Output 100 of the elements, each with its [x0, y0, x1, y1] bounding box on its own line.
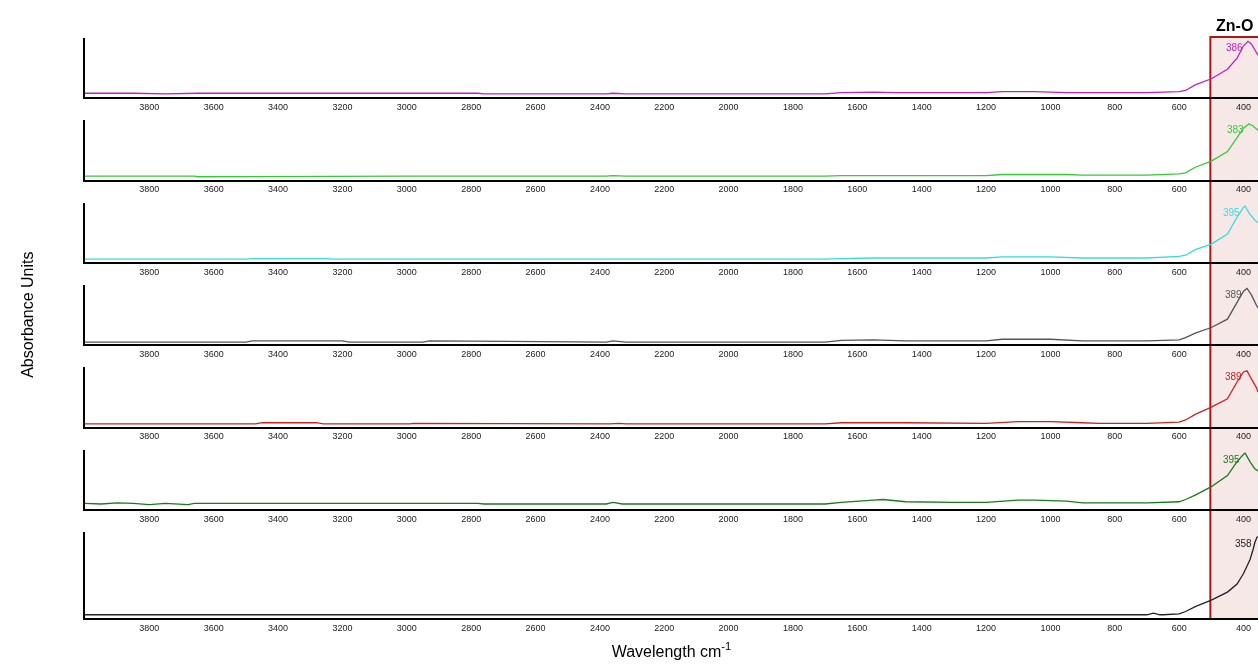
x-tick-label: 2200 — [654, 101, 675, 112]
annotation: 395 — [1223, 454, 1241, 465]
x-tick-label: 2600 — [525, 349, 546, 360]
x-tick-label: 800 — [1107, 349, 1123, 360]
x-tick-label: 2200 — [654, 622, 675, 633]
x-tick-label: 3200 — [332, 184, 353, 195]
x-tick-label: 2800 — [461, 266, 482, 277]
x-tick-label: 600 — [1171, 101, 1187, 112]
x-tick-label: 3400 — [268, 622, 289, 633]
x-tick-label: 3400 — [268, 513, 289, 524]
x-tick-label: 1800 — [782, 101, 803, 112]
x-tick-label: 3000 — [396, 513, 417, 524]
x-tick-label: 2200 — [654, 266, 675, 277]
annotation: 389 — [1225, 371, 1243, 382]
band-label: Zn-O — [1216, 17, 1254, 34]
x-tick-label: 3800 — [139, 349, 160, 360]
x-tick-label: 2400 — [589, 184, 610, 195]
x-tick-label: 800 — [1107, 513, 1123, 524]
x-tick-label: 2400 — [589, 622, 610, 633]
x-tick-label: 3600 — [203, 431, 224, 442]
x-tick-label: 600 — [1171, 431, 1187, 442]
x-tick-label: 2200 — [654, 431, 675, 442]
x-tick-label: 800 — [1107, 101, 1123, 112]
x-tick-label: 1800 — [782, 431, 803, 442]
x-tick-label: 2000 — [718, 622, 739, 633]
x-tick-label: 3600 — [203, 349, 224, 360]
x-tick-label: 3000 — [396, 266, 417, 277]
x-tick-label: 3600 — [203, 266, 224, 277]
x-tick-label: 1200 — [976, 622, 997, 633]
x-tick-label: 1200 — [976, 513, 997, 524]
x-tick-label: 1800 — [782, 622, 803, 633]
x-tick-label: 800 — [1107, 431, 1123, 442]
x-tick-label: 2600 — [525, 101, 546, 112]
x-tick-label: 400 — [1236, 101, 1252, 112]
x-tick-label: 2400 — [589, 513, 610, 524]
x-tick-label: 1400 — [911, 101, 932, 112]
x-tick-label: 2400 — [589, 349, 610, 360]
x-tick-label: 1000 — [1040, 184, 1061, 195]
x-tick-label: 3200 — [332, 266, 353, 277]
x-tick-label: 2800 — [461, 349, 482, 360]
x-tick-label: 1600 — [847, 349, 868, 360]
x-tick-label: 600 — [1171, 349, 1187, 360]
x-tick-label: 3800 — [139, 101, 160, 112]
x-tick-label: 400 — [1236, 266, 1252, 277]
x-axis-title: Wavelength cm$^{-1}$ — [611, 640, 732, 660]
x-tick-label: 2000 — [718, 513, 739, 524]
x-tick-label: 400 — [1236, 622, 1252, 633]
x-tick-label: 1200 — [976, 266, 997, 277]
x-tick-label: 800 — [1107, 184, 1123, 195]
x-tick-label: 2000 — [718, 431, 739, 442]
x-tick-label: 800 — [1107, 266, 1123, 277]
x-tick-label: 1200 — [976, 184, 997, 195]
x-tick-label: 1400 — [911, 266, 932, 277]
x-tick-label: 3800 — [139, 266, 160, 277]
x-tick-label: 600 — [1171, 622, 1187, 633]
x-tick-label: 2400 — [589, 266, 610, 277]
x-tick-label: 3800 — [139, 431, 160, 442]
x-tick-label: 2000 — [718, 184, 739, 195]
x-tick-label: 2000 — [718, 101, 739, 112]
x-tick-label: 400 — [1236, 349, 1252, 360]
x-tick-label: 1600 — [847, 266, 868, 277]
x-tick-label: 1000 — [1040, 101, 1061, 112]
x-tick-label: 2600 — [525, 431, 546, 442]
x-tick-label: 3600 — [203, 622, 224, 633]
x-tick-label: 3400 — [268, 101, 289, 112]
x-tick-label: 2200 — [654, 184, 675, 195]
x-tick-label: 1000 — [1040, 349, 1061, 360]
annotation: 386 — [1226, 42, 1244, 53]
x-tick-label: 3400 — [268, 184, 289, 195]
x-tick-label: 1600 — [847, 622, 868, 633]
x-tick-label: 1400 — [911, 513, 932, 524]
x-tick-label: 1400 — [911, 431, 932, 442]
x-tick-label: 3200 — [332, 513, 353, 524]
x-tick-label: 600 — [1171, 184, 1187, 195]
x-tick-label: 2000 — [718, 349, 739, 360]
x-tick-label: 1800 — [782, 349, 803, 360]
x-tick-label: 2600 — [525, 184, 546, 195]
x-tick-label: 3600 — [203, 513, 224, 524]
x-tick-label: 2800 — [461, 513, 482, 524]
annotation: 389 — [1225, 289, 1243, 300]
x-tick-label: 2600 — [525, 513, 546, 524]
x-tick-label: 3000 — [396, 349, 417, 360]
x-tick-label: 1200 — [976, 101, 997, 112]
x-tick-label: 3600 — [203, 101, 224, 112]
x-tick-label: 400 — [1236, 184, 1252, 195]
x-tick-label: 2600 — [525, 266, 546, 277]
x-tick-label: 2200 — [654, 513, 675, 524]
x-tick-label: 3000 — [396, 101, 417, 112]
x-tick-label: 1400 — [911, 184, 932, 195]
x-tick-label: 1400 — [911, 349, 932, 360]
x-tick-label: 2800 — [461, 431, 482, 442]
x-tick-label: 600 — [1171, 266, 1187, 277]
x-tick-label: 2800 — [461, 101, 482, 112]
x-tick-label: 1000 — [1040, 513, 1061, 524]
x-tick-label: 2400 — [589, 101, 610, 112]
annotation: 383 — [1227, 124, 1245, 135]
annotation: 358 — [1235, 538, 1253, 549]
x-tick-label: 3400 — [268, 349, 289, 360]
x-tick-label: 2000 — [718, 266, 739, 277]
x-tick-label: 2800 — [461, 622, 482, 633]
